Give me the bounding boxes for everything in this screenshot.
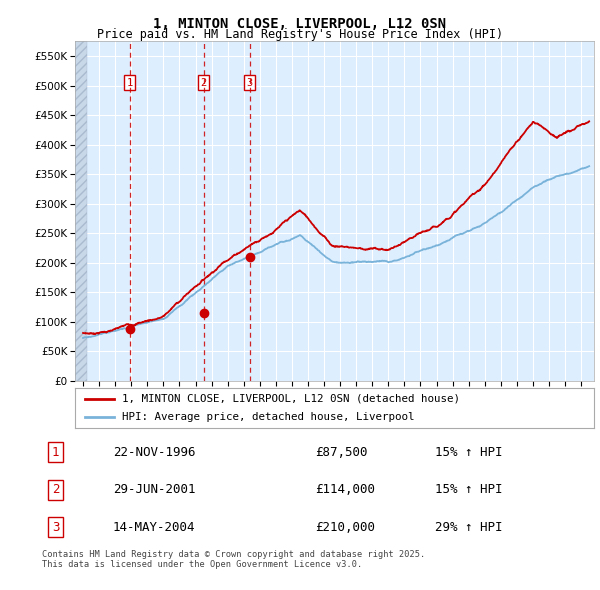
Text: 3: 3 <box>247 78 253 87</box>
Polygon shape <box>75 41 87 381</box>
Text: Price paid vs. HM Land Registry's House Price Index (HPI): Price paid vs. HM Land Registry's House … <box>97 28 503 41</box>
Text: 1, MINTON CLOSE, LIVERPOOL, L12 0SN: 1, MINTON CLOSE, LIVERPOOL, L12 0SN <box>154 17 446 31</box>
Text: 1, MINTON CLOSE, LIVERPOOL, L12 0SN (detached house): 1, MINTON CLOSE, LIVERPOOL, L12 0SN (det… <box>122 394 460 404</box>
Text: 15% ↑ HPI: 15% ↑ HPI <box>435 446 503 459</box>
Text: Contains HM Land Registry data © Crown copyright and database right 2025.
This d: Contains HM Land Registry data © Crown c… <box>42 550 425 569</box>
Text: £87,500: £87,500 <box>315 446 367 459</box>
Text: 2: 2 <box>200 78 206 87</box>
Text: 2: 2 <box>52 483 59 496</box>
Text: 29% ↑ HPI: 29% ↑ HPI <box>435 520 503 533</box>
Text: 1: 1 <box>127 78 133 87</box>
Text: 15% ↑ HPI: 15% ↑ HPI <box>435 483 503 496</box>
Text: 3: 3 <box>52 520 59 533</box>
Text: 22-NOV-1996: 22-NOV-1996 <box>113 446 196 459</box>
Text: 14-MAY-2004: 14-MAY-2004 <box>113 520 196 533</box>
Text: HPI: Average price, detached house, Liverpool: HPI: Average price, detached house, Live… <box>122 411 414 421</box>
Text: 29-JUN-2001: 29-JUN-2001 <box>113 483 196 496</box>
Text: 1: 1 <box>52 446 59 459</box>
Text: £114,000: £114,000 <box>315 483 375 496</box>
Text: £210,000: £210,000 <box>315 520 375 533</box>
